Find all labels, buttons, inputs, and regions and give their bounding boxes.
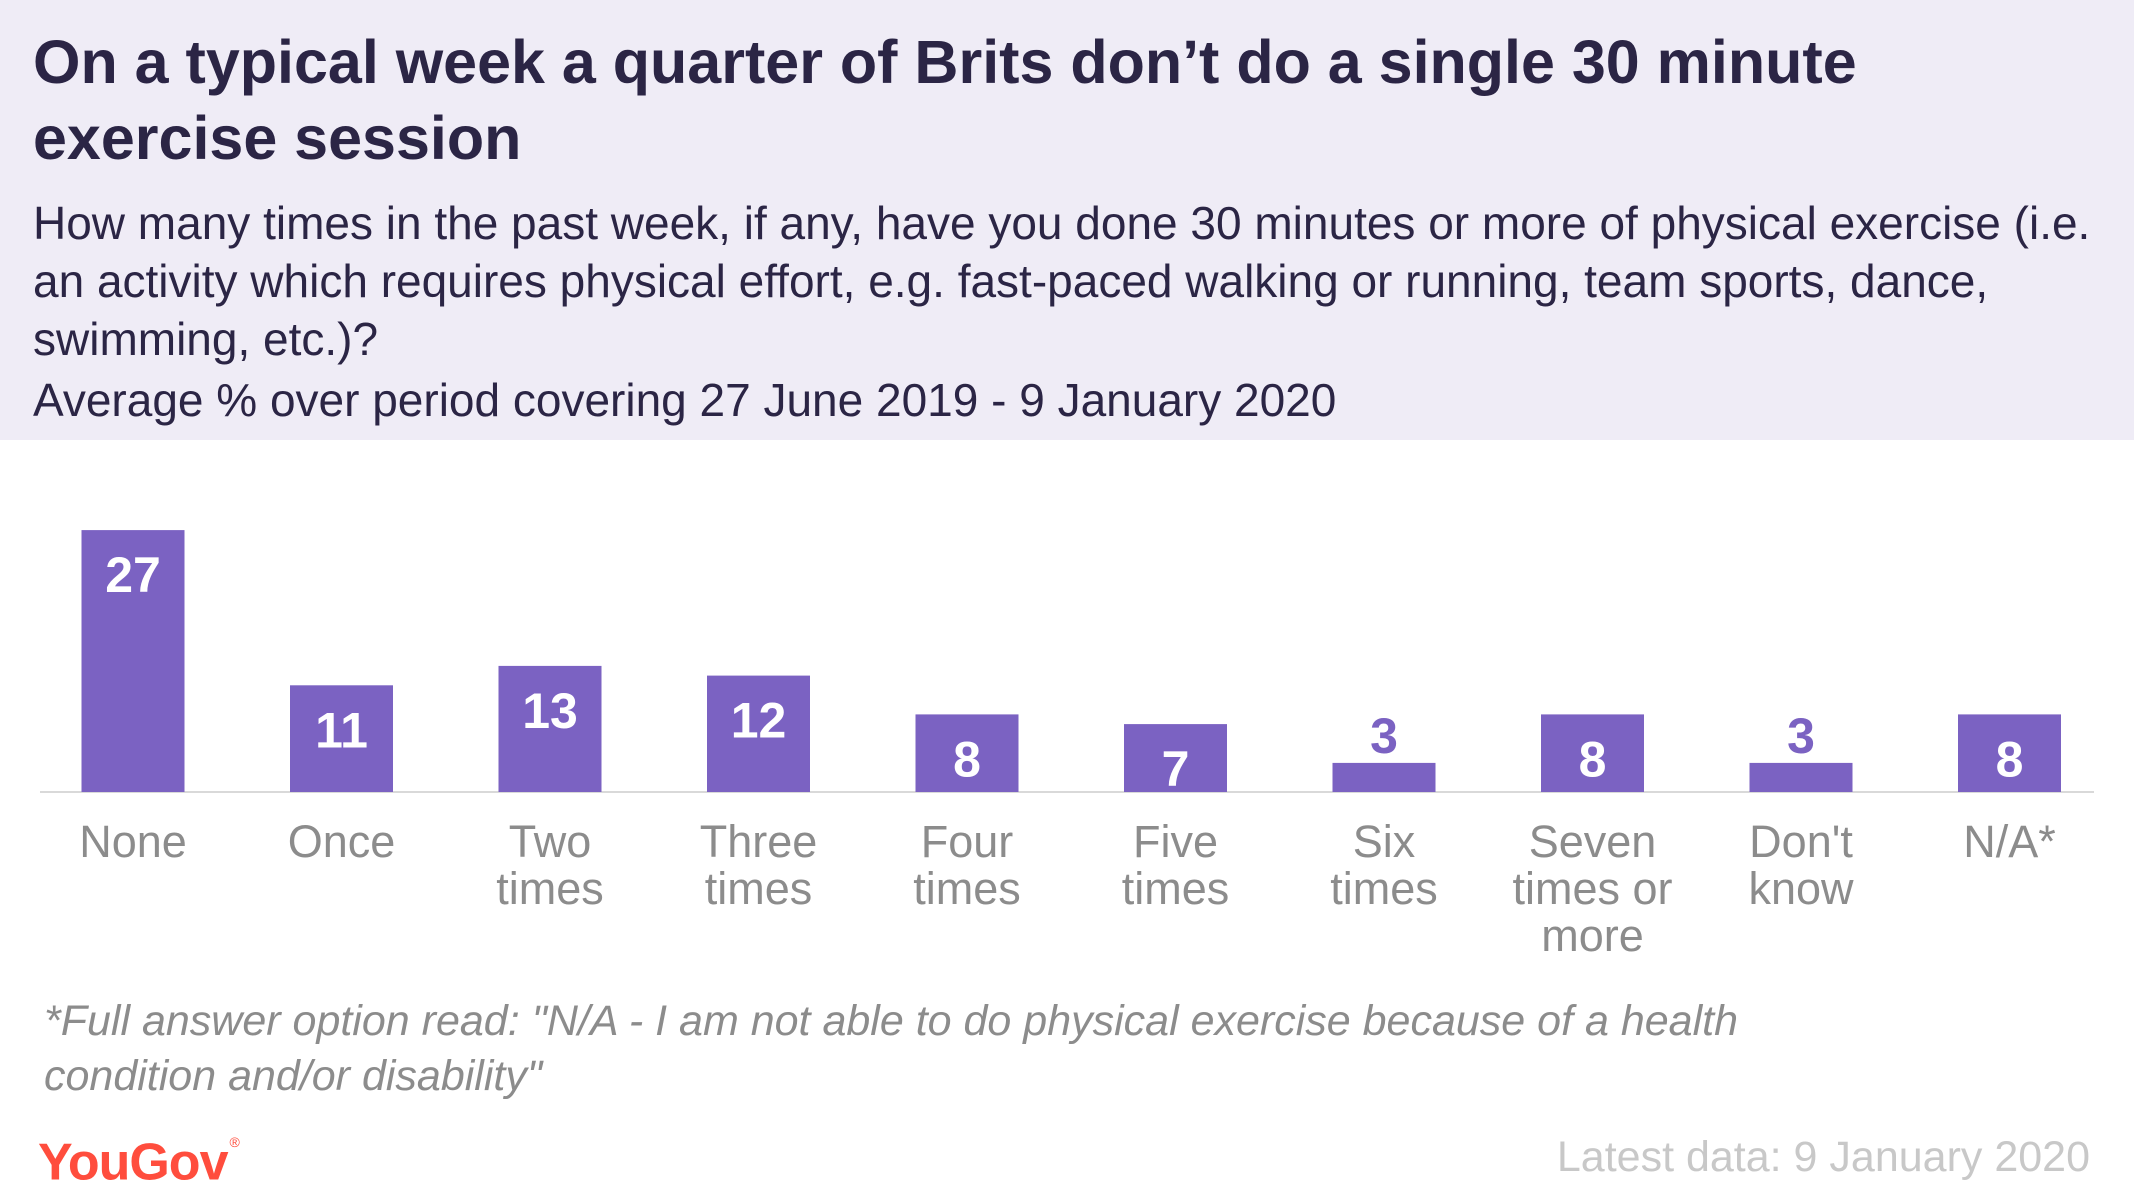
- bar: [1541, 714, 1644, 792]
- bar-value-label: 11: [315, 702, 368, 758]
- logo-registered-mark: ®: [229, 1134, 239, 1150]
- bar: [1332, 762, 1436, 792]
- bar: [1124, 724, 1227, 792]
- bar-chart: 27 None 11 Once 13 Two times 12 Three times 8 Four t…: [40, 530, 2094, 961]
- category-label: Six times: [1330, 816, 1438, 914]
- logo-text: YouGov: [38, 1133, 228, 1192]
- category-label: Two times: [496, 816, 604, 914]
- bar-value-label: 8: [1579, 731, 1607, 787]
- chart-question: How many times in the past week, if any,…: [33, 197, 2091, 365]
- chart-period: Average % over period covering 27 June 2…: [33, 374, 1337, 426]
- bar-value-label: 13: [522, 683, 578, 739]
- category-label: Once: [288, 816, 396, 867]
- bar-value-label: 3: [1787, 708, 1815, 764]
- bar: [81, 530, 185, 792]
- category-label: Don't know: [1748, 816, 1854, 914]
- bar: [498, 665, 602, 792]
- bar-value-label: 7: [1162, 741, 1190, 797]
- bar-value-label: 27: [105, 547, 161, 603]
- header-band: On a typical week a quarter of Brits don…: [0, 0, 2134, 440]
- bar-value-label: 8: [953, 731, 981, 787]
- bar: [290, 685, 393, 792]
- bar: [1749, 762, 1853, 792]
- bar: [915, 714, 1019, 792]
- category-label: Seven times or more: [1512, 816, 1672, 961]
- bar-value-label: 12: [731, 693, 787, 749]
- bar-value-label: 3: [1370, 708, 1398, 764]
- chart-title: On a typical week a quarter of Brits don…: [33, 28, 1857, 172]
- footnote: *Full answer option read: "N/A - I am no…: [44, 997, 1738, 1100]
- yougov-logo: YouGov ®: [38, 1126, 240, 1192]
- category-label: Four times: [913, 816, 1021, 914]
- bar-value-label: 8: [1996, 731, 2024, 787]
- category-label: None: [79, 816, 187, 867]
- latest-data-note: Latest data: 9 January 2020: [1556, 1133, 2090, 1181]
- category-label: N/A*: [1963, 816, 2056, 867]
- bar: [1958, 714, 2061, 792]
- category-label: Five times: [1122, 816, 1230, 914]
- category-label: Three times: [700, 816, 818, 914]
- bar: [707, 675, 810, 792]
